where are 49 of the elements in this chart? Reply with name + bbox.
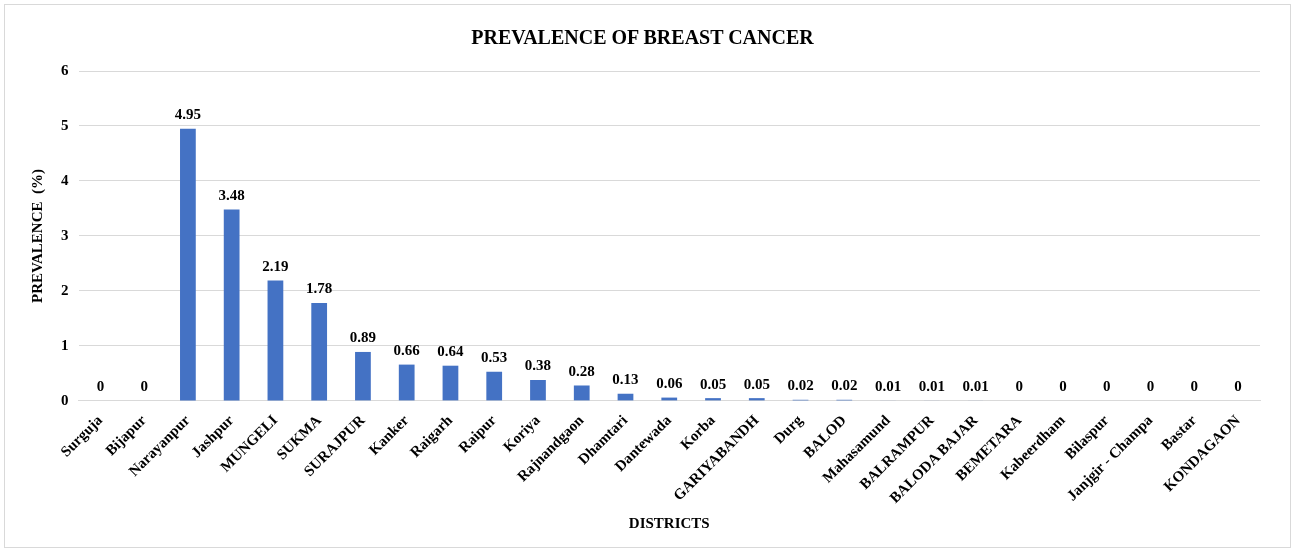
bar: [486, 371, 503, 401]
y-tick-label: 0: [61, 391, 69, 408]
data-label: 0: [1146, 378, 1155, 395]
bar: [573, 385, 590, 401]
data-label: 0.13: [612, 371, 639, 388]
bar: [705, 398, 721, 401]
bar: [311, 303, 328, 401]
data-label: 0: [1190, 378, 1199, 395]
x-axis-title: DISTRICTS: [628, 514, 710, 531]
bar: [223, 209, 240, 401]
data-label: 0.66: [393, 341, 421, 358]
data-label: 0: [1103, 378, 1111, 395]
data-label: 0.05: [743, 375, 770, 392]
bar: [355, 351, 371, 401]
data-label: 2.19: [262, 257, 289, 274]
data-label: 1.78: [306, 280, 333, 297]
data-label: 0: [96, 378, 105, 395]
y-tick-label: 3: [61, 226, 69, 243]
data-label: 0: [140, 378, 148, 395]
y-tick-label: 4: [61, 171, 69, 188]
data-label: 0.01: [874, 377, 902, 394]
y-axis-title: PREVALENCE (%): [28, 168, 46, 303]
y-tick-label: 1: [61, 336, 69, 353]
data-label: 0.89: [349, 329, 377, 346]
y-tick-label: 6: [61, 61, 69, 78]
y-tick-label: 2: [61, 281, 69, 298]
bar: [267, 280, 284, 401]
data-label: 0.01: [918, 377, 945, 394]
data-label: 0.28: [568, 362, 595, 379]
data-label: 0: [1059, 378, 1067, 395]
data-label: 0.01: [962, 377, 989, 394]
data-label: 0.06: [656, 374, 683, 391]
bar: [442, 365, 459, 401]
chart-title: PREVALENCE OF BREAST CANCER: [471, 26, 815, 49]
bar: [398, 364, 415, 401]
bar: [748, 398, 765, 401]
bar: [530, 379, 546, 401]
bar: [180, 128, 196, 401]
data-label: 4.95: [174, 106, 202, 123]
data-label: 3.48: [218, 186, 245, 203]
data-label: 0.05: [699, 375, 727, 392]
data-label: 0.02: [787, 377, 814, 394]
data-label: 0.53: [481, 349, 508, 366]
data-label: 0.38: [524, 357, 552, 374]
y-tick-label: 5: [61, 116, 69, 133]
data-label: 0.64: [437, 343, 465, 360]
data-label: 0: [1234, 378, 1242, 395]
data-label: 0.02: [831, 377, 858, 394]
data-label: 0: [1015, 378, 1024, 395]
